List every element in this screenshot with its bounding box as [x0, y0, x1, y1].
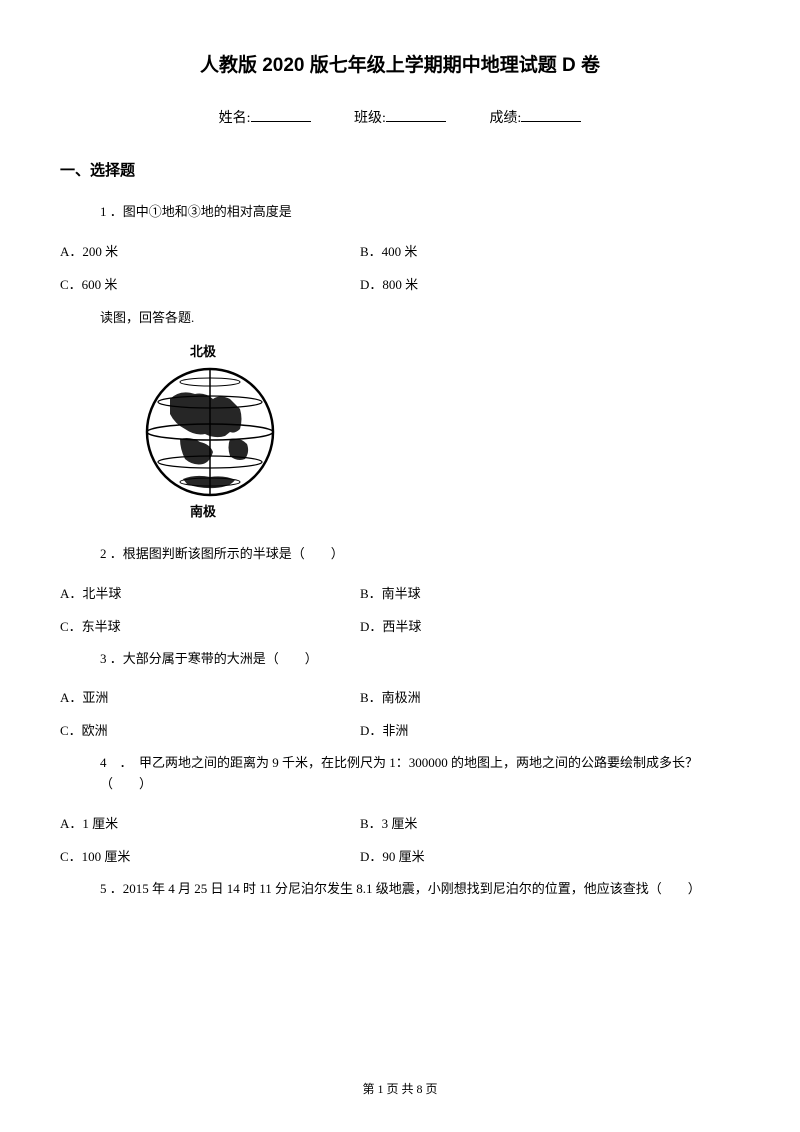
q2-text: 2 ．根据图判断该图所示的半球是（ ）: [60, 544, 740, 565]
q4-text: 4 ． 甲乙两地之间的距离为 9 千米，在比例尺为 1：300000 的地图上，…: [60, 753, 740, 795]
q2-options-1: A．北半球 B．南半球: [60, 583, 740, 602]
q1-options-2: C．600 米 D．800 米: [60, 274, 740, 293]
name-blank: [251, 121, 311, 122]
globe-svg: 北极 南极: [135, 344, 285, 519]
q3-optA: A．亚洲: [60, 687, 360, 706]
q3-options-1: A．亚洲 B．南极洲: [60, 687, 740, 706]
class-label: 班级:: [354, 111, 386, 126]
score-blank: [521, 121, 581, 122]
q2-optC: C．东半球: [60, 616, 360, 635]
q2-options-2: C．东半球 D．西半球: [60, 616, 740, 635]
score-label: 成绩:: [489, 111, 521, 126]
q4-optC: C．100 厘米: [60, 846, 360, 865]
q2-optB: B．南半球: [360, 583, 740, 602]
south-pole-label: 南极: [190, 504, 217, 519]
q3-options-2: C．欧洲 D．非洲: [60, 720, 740, 739]
q2-optD: D．西半球: [360, 616, 740, 635]
q1-optB: B．400 米: [360, 241, 740, 260]
q1-options-1: A．200 米 B．400 米: [60, 241, 740, 260]
q2-optA: A．北半球: [60, 583, 360, 602]
page-title: 人教版 2020 版七年级上学期期中地理试题 D 卷: [60, 50, 740, 77]
page-footer: 第 1 页 共 8 页: [0, 1080, 800, 1097]
q1-text: 1 ．图中①地和③地的相对高度是: [60, 202, 740, 223]
q4-optA: A．1 厘米: [60, 813, 360, 832]
q4-optD: D．90 厘米: [360, 846, 740, 865]
q5-text: 5 ．2015 年 4 月 25 日 14 时 11 分尼泊尔发生 8.1 级地…: [60, 879, 740, 900]
class-blank: [386, 121, 446, 122]
q4-options-2: C．100 厘米 D．90 厘米: [60, 846, 740, 865]
name-label: 姓名:: [219, 111, 251, 126]
q1-optC: C．600 米: [60, 274, 360, 293]
north-pole-label: 北极: [190, 344, 217, 359]
read-prompt: 读图，回答各题.: [60, 307, 740, 326]
q4-options-1: A．1 厘米 B．3 厘米: [60, 813, 740, 832]
q4-optB: B．3 厘米: [360, 813, 740, 832]
q1-optA: A．200 米: [60, 241, 360, 260]
section-header: 一、选择题: [60, 159, 740, 180]
q3-optB: B．南极洲: [360, 687, 740, 706]
q3-text: 3 ．大部分属于寒带的大洲是（ ）: [60, 649, 740, 670]
q3-optC: C．欧洲: [60, 720, 360, 739]
info-row: 姓名: 班级: 成绩:: [60, 107, 740, 127]
q3-optD: D．非洲: [360, 720, 740, 739]
q1-optD: D．800 米: [360, 274, 740, 293]
globe-figure: 北极 南极: [135, 344, 740, 524]
